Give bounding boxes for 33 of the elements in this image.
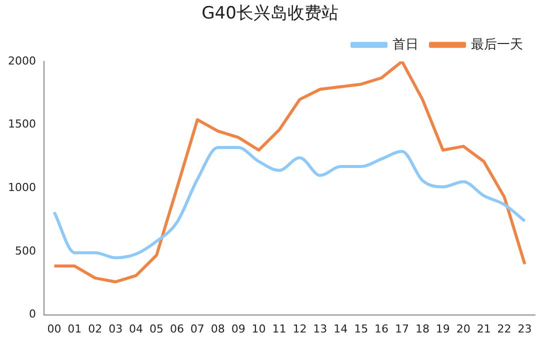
x-tick-label: 19	[436, 322, 450, 336]
x-tick-label: 22	[497, 322, 512, 336]
x-tick-label: 16	[374, 322, 389, 336]
y-tick-label: 2000	[8, 54, 36, 68]
line-series	[52, 146, 526, 260]
legend-label: 最后一天	[471, 37, 523, 52]
x-tick-label: 01	[68, 322, 82, 336]
x-tick-label: 13	[313, 322, 328, 336]
x-tick-label: 18	[415, 322, 430, 336]
x-tick-label: 10	[252, 322, 266, 336]
y-tick-label: 500	[14, 244, 36, 258]
x-tick-label: 08	[210, 322, 225, 336]
x-tick-label: 17	[395, 322, 410, 336]
x-tick-label: 21	[476, 322, 491, 336]
x-tick-label: 20	[456, 322, 470, 336]
x-tick-label: 02	[88, 322, 102, 336]
y-tick-label: 0	[28, 308, 36, 321]
x-tick-label: 05	[150, 322, 164, 336]
x-tick-label: 23	[518, 322, 532, 336]
x-tick-label: 06	[170, 322, 184, 336]
y-tick-label: 1500	[8, 118, 36, 131]
x-tick-label: 04	[129, 322, 144, 336]
x-tick-label: 03	[108, 322, 123, 336]
x-tick-label: 09	[231, 322, 246, 336]
x-tick-label: 11	[272, 322, 286, 336]
y-tick-label: 1000	[8, 180, 36, 194]
x-tick-label: 15	[354, 322, 368, 336]
x-tick-label: 07	[190, 322, 204, 336]
x-tick-label: 00	[47, 322, 62, 336]
legend-label: 首日	[392, 37, 418, 52]
chart-title: G40长兴岛收费站	[202, 4, 338, 24]
x-tick-label: 12	[292, 322, 307, 336]
x-tick-label: 14	[334, 322, 348, 336]
